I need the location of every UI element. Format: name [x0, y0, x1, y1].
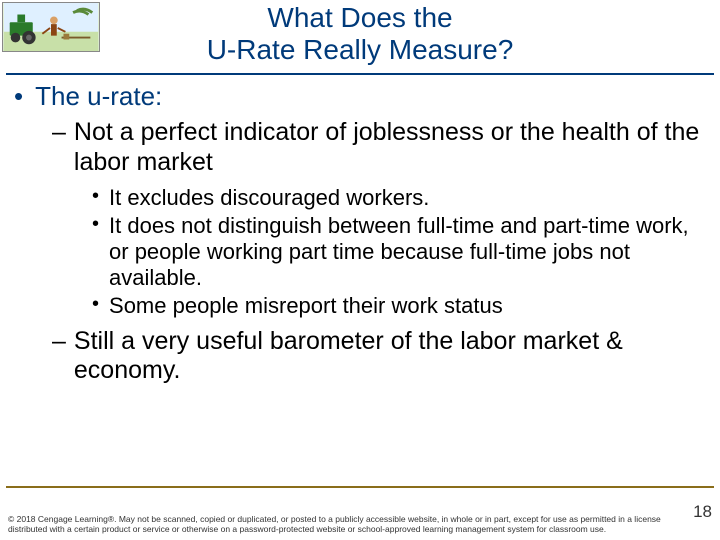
bullet-level-3: • It excludes discouraged workers.	[92, 185, 706, 211]
title-line-2: U-Rate Really Measure?	[207, 34, 514, 65]
footer-rule	[6, 486, 714, 488]
copyright-footer: © 2018 Cengage Learning®. May not be sca…	[8, 514, 680, 534]
l3a-text: It excludes discouraged workers.	[109, 185, 429, 211]
bullet-dot-icon: •	[92, 213, 99, 291]
header-area: What Does the U-Rate Really Measure?	[0, 0, 720, 70]
l3b-text: It does not distinguish between full-tim…	[109, 213, 706, 291]
l3-group: • It excludes discouraged workers. • It …	[14, 185, 706, 319]
content-area: • The u-rate: – Not a perfect indicator …	[0, 75, 720, 386]
bullet-dot-icon: •	[92, 185, 99, 211]
dash-icon: –	[52, 118, 66, 177]
l1-text: The u-rate:	[35, 81, 162, 112]
bullet-level-3: • Some people misreport their work statu…	[92, 293, 706, 319]
slide: What Does the U-Rate Really Measure? • T…	[0, 0, 720, 540]
bullet-level-1: • The u-rate:	[14, 81, 706, 112]
title-line-1: What Does the	[267, 2, 452, 33]
l2b-text: Still a very useful barometer of the lab…	[74, 327, 706, 386]
dash-icon: –	[52, 327, 66, 386]
bullet-level-2: – Still a very useful barometer of the l…	[52, 327, 706, 386]
l2a-text: Not a perfect indicator of joblessness o…	[74, 118, 706, 177]
logo-illustration	[2, 2, 100, 52]
slide-title: What Does the U-Rate Really Measure?	[0, 0, 720, 66]
bullet-level-3: • It does not distinguish between full-t…	[92, 213, 706, 291]
page-number: 18	[693, 502, 712, 522]
bullet-dot-icon: •	[14, 81, 23, 112]
bullet-dot-icon: •	[92, 293, 99, 319]
l3c-text: Some people misreport their work status	[109, 293, 503, 319]
bullet-level-2: – Not a perfect indicator of joblessness…	[52, 118, 706, 177]
